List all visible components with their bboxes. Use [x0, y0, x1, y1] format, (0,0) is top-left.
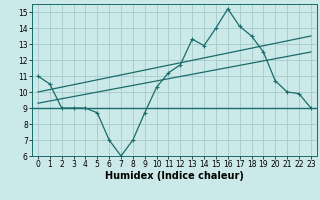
- X-axis label: Humidex (Indice chaleur): Humidex (Indice chaleur): [105, 171, 244, 181]
